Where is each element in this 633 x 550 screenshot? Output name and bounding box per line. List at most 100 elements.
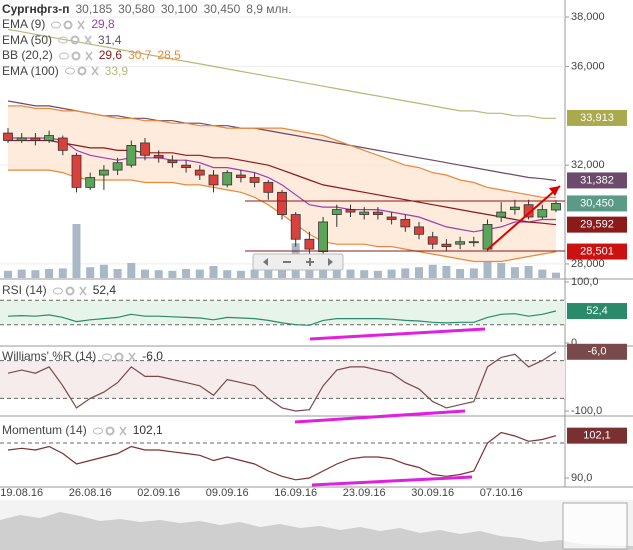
value-tag-label: 102,1 [583, 430, 611, 442]
indicator-value: 31,4 [98, 32, 122, 47]
indicator-icons[interactable] [52, 286, 87, 296]
panel-value: -6,0 [142, 349, 163, 363]
quote-value: 30,100 [160, 2, 198, 16]
gear-icon[interactable] [114, 352, 124, 362]
gear-icon[interactable] [105, 426, 115, 436]
indicator-icons[interactable] [51, 20, 85, 30]
eye-icon[interactable] [52, 287, 63, 295]
candle-body [331, 209, 342, 215]
y-tick-label: 28,000 [571, 258, 605, 270]
x-tick-label: 16.09.16 [274, 487, 317, 499]
indicator-name: EMA (100) [2, 63, 59, 78]
volume-bar [401, 268, 410, 278]
navigator[interactable] [0, 500, 633, 550]
nav-right[interactable] [328, 258, 333, 266]
nav-buttons[interactable] [252, 253, 344, 271]
indicator-name: BB (20,2) [2, 48, 53, 62]
eye-icon[interactable] [51, 21, 62, 29]
volume-bar [442, 266, 451, 278]
volume-bar [428, 264, 437, 278]
candle-body [304, 238, 315, 250]
value-tag-label: 52,4 [586, 305, 607, 317]
panel-name: RSI (14) [2, 283, 47, 297]
indicator-icons[interactable] [58, 51, 93, 61]
indicator-icons[interactable] [64, 66, 99, 76]
eye-icon[interactable] [58, 36, 69, 44]
indicator-line [7, 351, 557, 412]
indicator-icons[interactable] [92, 426, 127, 436]
candle-body [414, 226, 424, 235]
panel-name: Williams' %R (14) [2, 349, 97, 363]
indicator-value: 30,7 [128, 48, 152, 62]
volume-bar [332, 269, 341, 278]
candle-body [441, 243, 452, 248]
x-tick-label: 07.10.16 [480, 487, 523, 499]
gear-icon[interactable] [65, 286, 75, 296]
close-icon[interactable] [85, 51, 93, 61]
eye-icon[interactable] [102, 353, 113, 361]
volume-bar [415, 267, 423, 278]
candle-body [140, 142, 150, 156]
x-tick-label: 23.09.16 [343, 487, 386, 499]
y-tick-label: 90,0 [571, 472, 592, 484]
candle-body [509, 206, 520, 211]
close-icon[interactable] [84, 35, 92, 45]
candle-body [112, 162, 123, 171]
volume-bar [223, 270, 232, 278]
indicator-line [7, 431, 557, 481]
value-tag-label: -6,0 [588, 346, 607, 358]
price-tag [567, 172, 627, 189]
candle-body [455, 241, 466, 245]
nav-zoom-in[interactable] [306, 258, 314, 266]
candle-body [277, 191, 287, 215]
divergence-line [309, 327, 486, 341]
y-tick-label: 100,0 [571, 276, 599, 288]
volume-bar [58, 268, 67, 278]
indicator-icons[interactable] [58, 35, 92, 45]
volume-bar [113, 269, 122, 278]
volume-bar [99, 264, 108, 278]
volume-bar [154, 270, 163, 278]
close-icon[interactable] [91, 66, 99, 76]
close-icon[interactable] [128, 352, 136, 362]
candle-body [468, 241, 479, 244]
volume-bar [524, 266, 533, 278]
indicator-icons[interactable] [102, 352, 136, 362]
candle-body [16, 137, 27, 141]
eye-icon[interactable] [64, 67, 75, 75]
gear-icon[interactable] [71, 51, 81, 61]
eye-icon[interactable] [58, 52, 69, 60]
gear-icon[interactable] [63, 20, 73, 30]
volume-bar [346, 269, 355, 278]
volume-bar [360, 270, 369, 278]
divergence-line [311, 475, 473, 487]
volume-bar [469, 268, 478, 278]
indicator-name: EMA (50) [2, 32, 53, 47]
nav-left[interactable] [263, 258, 268, 266]
candle-body [345, 209, 356, 213]
volume-bar [141, 269, 149, 278]
volume-bar [31, 270, 40, 278]
quote-value: 8,9 млн. [246, 2, 292, 16]
indicator-legend: EMA (100) 33,9 [2, 64, 134, 79]
eye-icon[interactable] [92, 427, 103, 435]
panel-legend: RSI (14) 52,4 [2, 283, 122, 298]
candle-body [181, 164, 192, 169]
gear-icon[interactable] [70, 35, 80, 45]
y-tick-label: 32,000 [571, 159, 605, 171]
value-tag [567, 303, 627, 320]
y-tick-label: -100,0 [571, 405, 602, 417]
candle-body [551, 203, 561, 211]
gear-icon[interactable] [77, 66, 87, 76]
close-icon[interactable] [119, 426, 127, 436]
candle-body [482, 224, 493, 250]
close-icon[interactable] [79, 286, 87, 296]
price-tag [567, 109, 627, 126]
candle-body [44, 135, 54, 141]
volume-bar [250, 269, 259, 278]
close-icon[interactable] [77, 20, 85, 30]
nav-control[interactable] [252, 253, 344, 271]
panel-value: 52,4 [92, 283, 117, 297]
navigator-window[interactable] [562, 502, 628, 550]
